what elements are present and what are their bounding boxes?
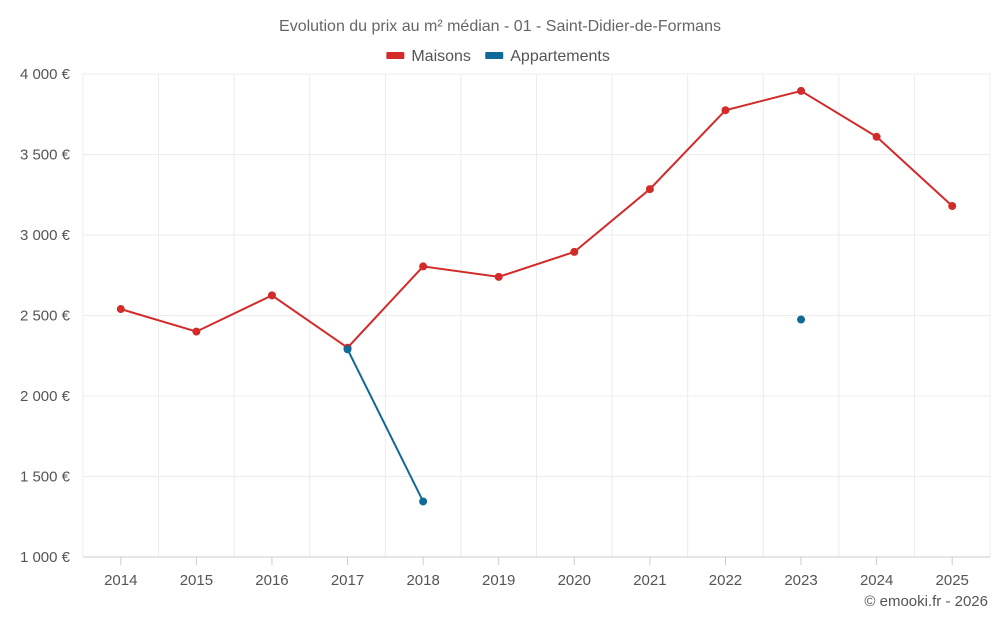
legend-swatch [386,52,405,59]
legend-item-maisons[interactable]: Maisons [386,48,471,65]
axes: 1 000 € 1 500 € 2 000 € 2 500 € 3 000 € 3 500… [20,66,990,589]
x-tick-label: 2024 [860,572,893,589]
y-tick-label: 1 500 € [20,469,71,486]
x-tick-label: 2020 [558,572,591,589]
y-tick-label: 1 000 € [20,549,71,566]
series-line [120,89,953,350]
x-tick-label: 2022 [709,572,742,589]
chart-title: Evolution du prix au m² médian - 01 - Sa… [279,18,721,35]
y-tick-label: 2 000 € [20,388,71,405]
data-point[interactable] [797,86,806,95]
data-point[interactable] [116,305,125,314]
legend-item-appartements[interactable]: Appartements [485,48,610,65]
data-point[interactable] [419,497,428,506]
x-tick-label: 2014 [104,572,137,589]
x-tick-label: 2023 [784,572,817,589]
data-point[interactable] [721,106,730,115]
data-point[interactable] [192,327,201,336]
x-tick-label: 2021 [633,572,666,589]
legend: Maisons Appartements [386,48,610,65]
y-tick-label: 3 500 € [20,147,71,164]
data-point[interactable] [343,345,352,354]
data-point[interactable] [570,247,579,256]
x-tick-label: 2015 [180,572,213,589]
data-point[interactable] [494,272,503,281]
legend-label: Appartements [510,48,610,65]
series-line [346,348,425,502]
data-point[interactable] [872,132,881,141]
grid [82,73,991,557]
x-tick-label: 2017 [331,572,364,589]
series-appartements [343,315,806,506]
data-point[interactable] [948,202,957,211]
y-tick-label: 4 000 € [20,66,71,83]
x-tick-label: 2019 [482,572,515,589]
series-maisons [116,86,957,352]
series-layer [116,86,957,506]
data-point[interactable] [419,262,428,271]
x-tick-label: 2018 [406,572,439,589]
legend-label: Maisons [411,48,471,65]
credit-text: © emooki.fr - 2026 [864,593,988,610]
data-point[interactable] [645,185,654,194]
data-point[interactable] [797,315,806,324]
data-point[interactable] [267,291,276,300]
y-tick-label: 2 500 € [20,308,71,325]
x-tick-label: 2016 [255,572,288,589]
legend-swatch [485,52,504,59]
x-tick-label: 2025 [936,572,969,589]
y-tick-label: 3 000 € [20,227,71,244]
